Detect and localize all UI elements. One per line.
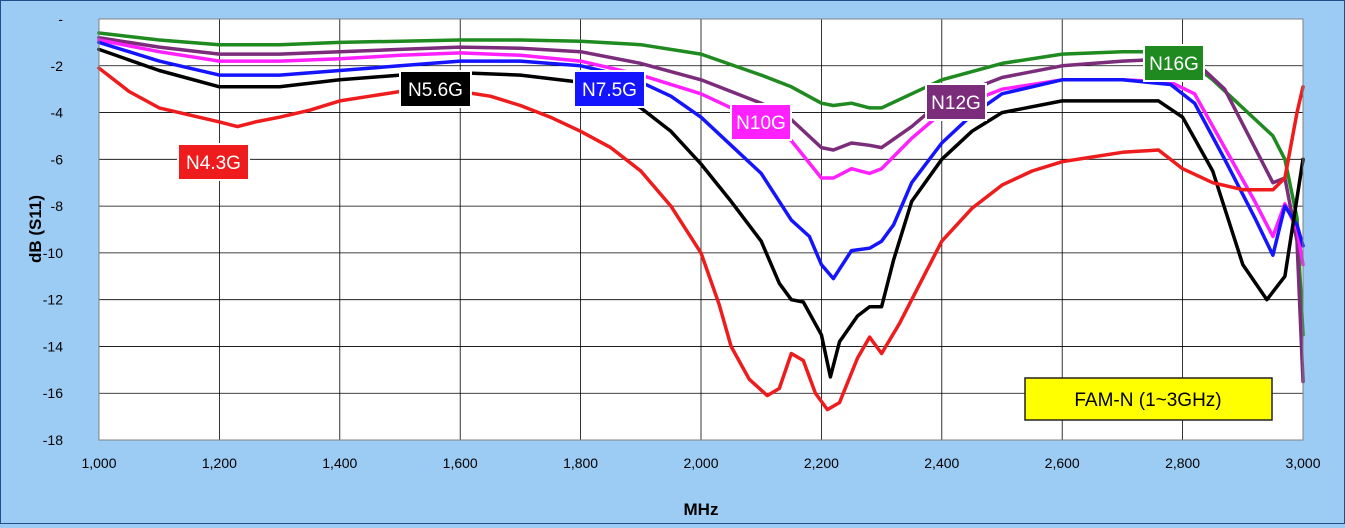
y-tick-label: -6 xyxy=(51,151,64,167)
y-tick-label: -14 xyxy=(43,338,63,354)
x-tick-label: 1,800 xyxy=(563,455,598,471)
y-tick-label: -10 xyxy=(43,245,63,261)
x-tick-label: 2,600 xyxy=(1045,455,1080,471)
plot-border xyxy=(98,18,1304,441)
y-axis-title: dB (S11) xyxy=(26,195,45,263)
series-tag-text: N16G xyxy=(1149,54,1199,75)
x-tick-label: 2,000 xyxy=(683,455,718,471)
x-tick-label: 1,000 xyxy=(81,455,116,471)
series-tag-n4-3g: N4.3G xyxy=(177,143,250,181)
series-tag-n12g: N12G xyxy=(925,83,987,121)
series-tag-text: N4.3G xyxy=(186,153,241,174)
series-line-n4-3g xyxy=(97,66,1305,412)
series-tag-background xyxy=(177,143,250,181)
x-tick-label: 1,600 xyxy=(443,455,478,471)
x-tick-labels: 1,000 1,200 1,400 1,600 1,800 2,000 2,200 2,400… xyxy=(81,455,1320,471)
annotation-box: FAM-N (1~3GHz) xyxy=(1024,377,1273,421)
y-tick-labels: - -2 -4 -6 -8 -10 -12 -14 -16 -18 xyxy=(43,11,64,448)
series-tag-n16g: N16G xyxy=(1143,44,1205,82)
series-tag-background xyxy=(925,83,987,121)
series-tag-n10g: N10G xyxy=(730,103,792,141)
x-tick-label: 1,400 xyxy=(322,455,357,471)
series-tag-text: N7.5G xyxy=(582,80,637,101)
y-tick-label: -18 xyxy=(43,432,63,448)
series-tag-text: N10G xyxy=(736,113,786,134)
series-tag-text: N12G xyxy=(931,93,981,114)
annotation-background xyxy=(1024,377,1273,421)
y-tick-label: -12 xyxy=(43,292,63,308)
x-tick-label: 1,200 xyxy=(202,455,237,471)
series-line-n7-5g xyxy=(97,40,1305,281)
series-tag-text: N5.6G xyxy=(408,80,463,101)
series-tag-n7-5g: N7.5G xyxy=(573,70,646,108)
x-axis-title: MHz xyxy=(684,500,719,519)
y-tick-label: -16 xyxy=(43,385,63,401)
series-tag-background xyxy=(573,70,646,108)
y-tick-label: -4 xyxy=(51,105,64,121)
x-tick-label: 2,400 xyxy=(924,455,959,471)
series-tag-background xyxy=(399,70,472,108)
x-tick-label: 2,800 xyxy=(1165,455,1200,471)
x-tick-label: 2,200 xyxy=(804,455,839,471)
series-tag-background xyxy=(1143,44,1205,82)
x-tick-label: 3,000 xyxy=(1285,455,1320,471)
y-tick-label: - xyxy=(58,11,63,27)
series-labels: N16G N12G N10G N7.5G N5.6G N4.3G xyxy=(177,44,1205,181)
y-tick-label: -8 xyxy=(51,198,64,214)
series-line-n10g xyxy=(97,38,1305,267)
series-tag-background xyxy=(730,103,792,141)
y-tick-label: -2 xyxy=(51,58,64,74)
series-tag-n5-6g: N5.6G xyxy=(399,70,472,108)
annotation-text: FAM-N (1~3GHz) xyxy=(1074,390,1221,411)
series-line-n12g xyxy=(97,35,1305,384)
